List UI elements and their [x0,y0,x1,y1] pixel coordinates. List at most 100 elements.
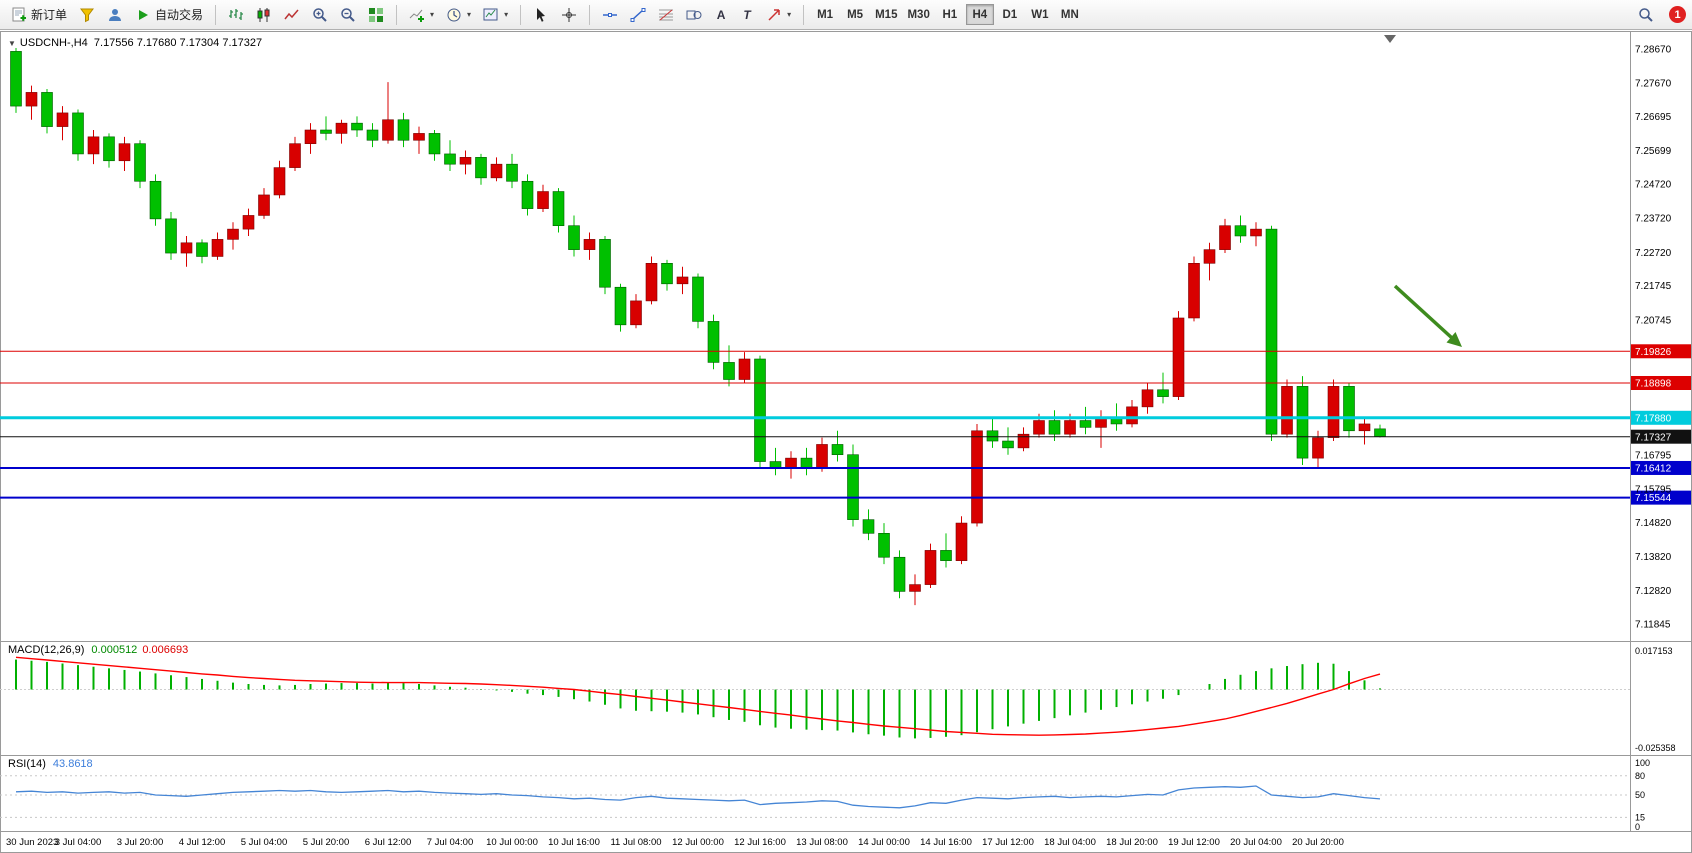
svg-text:7.18898: 7.18898 [1635,379,1672,390]
hline-tool-button[interactable] [597,3,623,27]
play-icon [139,9,149,20]
tf-d1-button[interactable]: D1 [1002,8,1018,21]
zoom-in-icon [313,7,327,22]
text-tool-button[interactable]: A [709,3,733,27]
toolbar-separator [520,4,522,25]
tf-h1-button[interactable]: H1 [942,8,958,21]
tf-m5-button[interactable]: M5 [847,8,864,21]
fibonacci-tool-button[interactable] [653,3,679,27]
svg-text:18 Jul 04:00: 18 Jul 04:00 [1044,837,1096,848]
svg-text:7.17880: 7.17880 [1635,413,1672,424]
trendline-tool-button[interactable] [625,3,651,27]
tf-m30-button[interactable]: M30 [907,8,930,21]
indicators-button[interactable]: ▾ [404,3,439,27]
algo-trading-button[interactable]: 自动交易 [130,3,208,27]
tf-m1-button[interactable]: M1 [817,8,834,21]
svg-text:7 Jul 04:00: 7 Jul 04:00 [427,837,473,848]
svg-text:30 Jun 2023: 30 Jun 2023 [6,837,58,848]
search-button[interactable] [1633,3,1659,27]
cursor-icon [537,7,546,22]
add-indicator-icon [409,9,425,22]
chevron-down-icon: ▾ [787,10,792,19]
svg-text:12 Jul 16:00: 12 Jul 16:00 [734,837,786,848]
arrow-tool-icon [768,8,780,21]
down-arrow-annotation[interactable] [1393,284,1462,347]
svg-text:11 Jul 08:00: 11 Jul 08:00 [610,837,661,848]
funnel-icon [80,8,95,22]
templates-button[interactable]: ▾ [478,3,513,27]
periods-button[interactable]: ▾ [441,3,476,27]
rsi-name: RSI(14) [8,758,46,770]
svg-text:7.23720: 7.23720 [1635,214,1672,225]
profiles-button[interactable] [102,3,128,27]
svg-text:7.28670: 7.28670 [1635,45,1672,56]
svg-text:15: 15 [1635,812,1645,822]
svg-text:100: 100 [1635,758,1650,768]
label-tool-icon: T [743,7,751,22]
svg-text:5 Jul 04:00: 5 Jul 04:00 [241,837,287,848]
tf-m15-button[interactable]: M15 [875,8,898,21]
cursor-tool-button[interactable] [528,3,554,27]
svg-text:7.26695: 7.26695 [1635,112,1672,123]
svg-text:-0.025358: -0.025358 [1635,743,1676,753]
crosshair-tool-button[interactable] [556,3,582,27]
toolbar-separator [215,4,217,25]
zoom-out-icon [341,7,355,22]
chart-symbol-period: USDCNH-,H4 [19,37,88,49]
shapes-icon [686,10,702,19]
svg-text:7.14820: 7.14820 [1635,518,1672,529]
svg-text:7.17327: 7.17327 [1635,432,1672,443]
chevron-down-icon: ▾ [504,10,509,19]
svg-text:19 Jul 12:00: 19 Jul 12:00 [1168,837,1220,848]
svg-text:7.25699: 7.25699 [1635,146,1672,157]
svg-text:7.27670: 7.27670 [1635,79,1672,90]
svg-text:12 Jul 00:00: 12 Jul 00:00 [672,837,724,848]
chart-background [0,31,1692,853]
tf-mn-button[interactable]: MN [1060,8,1079,21]
svg-text:7.24720: 7.24720 [1635,180,1672,191]
template-icon [483,8,498,20]
svg-text:20 Jul 20:00: 20 Jul 20:00 [1292,837,1344,848]
macd-name: MACD(12,26,9) [8,644,85,656]
chart-plot-layer: 7.19826 7.18898 7.17880 7.17327 7.16412 7.155… [0,32,1692,848]
chart-title: ▼ USDCNH-,H4 7.17556 7.17680 7.17304 7.17… [8,37,262,49]
svg-text:7.22720: 7.22720 [1635,248,1672,259]
zoom-in-button[interactable] [307,3,333,27]
toolbar-separator [589,4,591,25]
trendline-icon [630,7,646,22]
line-chart-button[interactable] [279,3,305,27]
svg-text:3 Jul 04:00: 3 Jul 04:00 [55,837,101,848]
macd-indicator-label: MACD(12,26,9) 0.000512 0.006693 [8,644,188,656]
notification-badge[interactable]: 1 [1669,6,1686,23]
tile-windows-button[interactable] [363,3,389,27]
tile-windows-icon [369,7,384,22]
chart-shift-marker[interactable] [1384,35,1396,43]
arrows-tool-button[interactable]: ▾ [761,3,796,27]
svg-text:0.017153: 0.017153 [1635,646,1673,656]
toolbar-separator [803,4,805,25]
new-order-label: 新订单 [31,8,68,22]
chevron-down-icon: ▾ [467,10,472,19]
one-click-trading-toggle[interactable]: ▼ [8,39,16,48]
tf-h4-button[interactable]: H4 [965,4,994,25]
bars-chart-button[interactable] [223,3,249,27]
open-chart-button[interactable] [74,3,100,27]
svg-text:5 Jul 20:00: 5 Jul 20:00 [303,837,349,848]
profile-icon [109,8,122,21]
tf-w1-button[interactable]: W1 [1031,8,1049,21]
svg-text:7.16412: 7.16412 [1635,464,1672,475]
line-chart-icon [284,9,299,19]
shapes-tool-button[interactable] [681,3,707,27]
svg-text:7.16795: 7.16795 [1635,450,1672,461]
label-tool-button[interactable]: T [735,3,759,27]
candlestick-chart-icon [257,7,270,22]
svg-text:20 Jul 04:00: 20 Jul 04:00 [1230,837,1282,848]
svg-text:17 Jul 12:00: 17 Jul 12:00 [982,837,1034,848]
crosshair-icon [562,7,577,22]
zoom-out-button[interactable] [335,3,361,27]
new-order-button[interactable]: 新订单 [6,3,72,27]
rsi-indicator-label: RSI(14) 43.8618 [8,758,93,770]
candlestick-chart-button[interactable] [251,3,277,27]
algo-trading-label: 自动交易 [155,8,204,22]
